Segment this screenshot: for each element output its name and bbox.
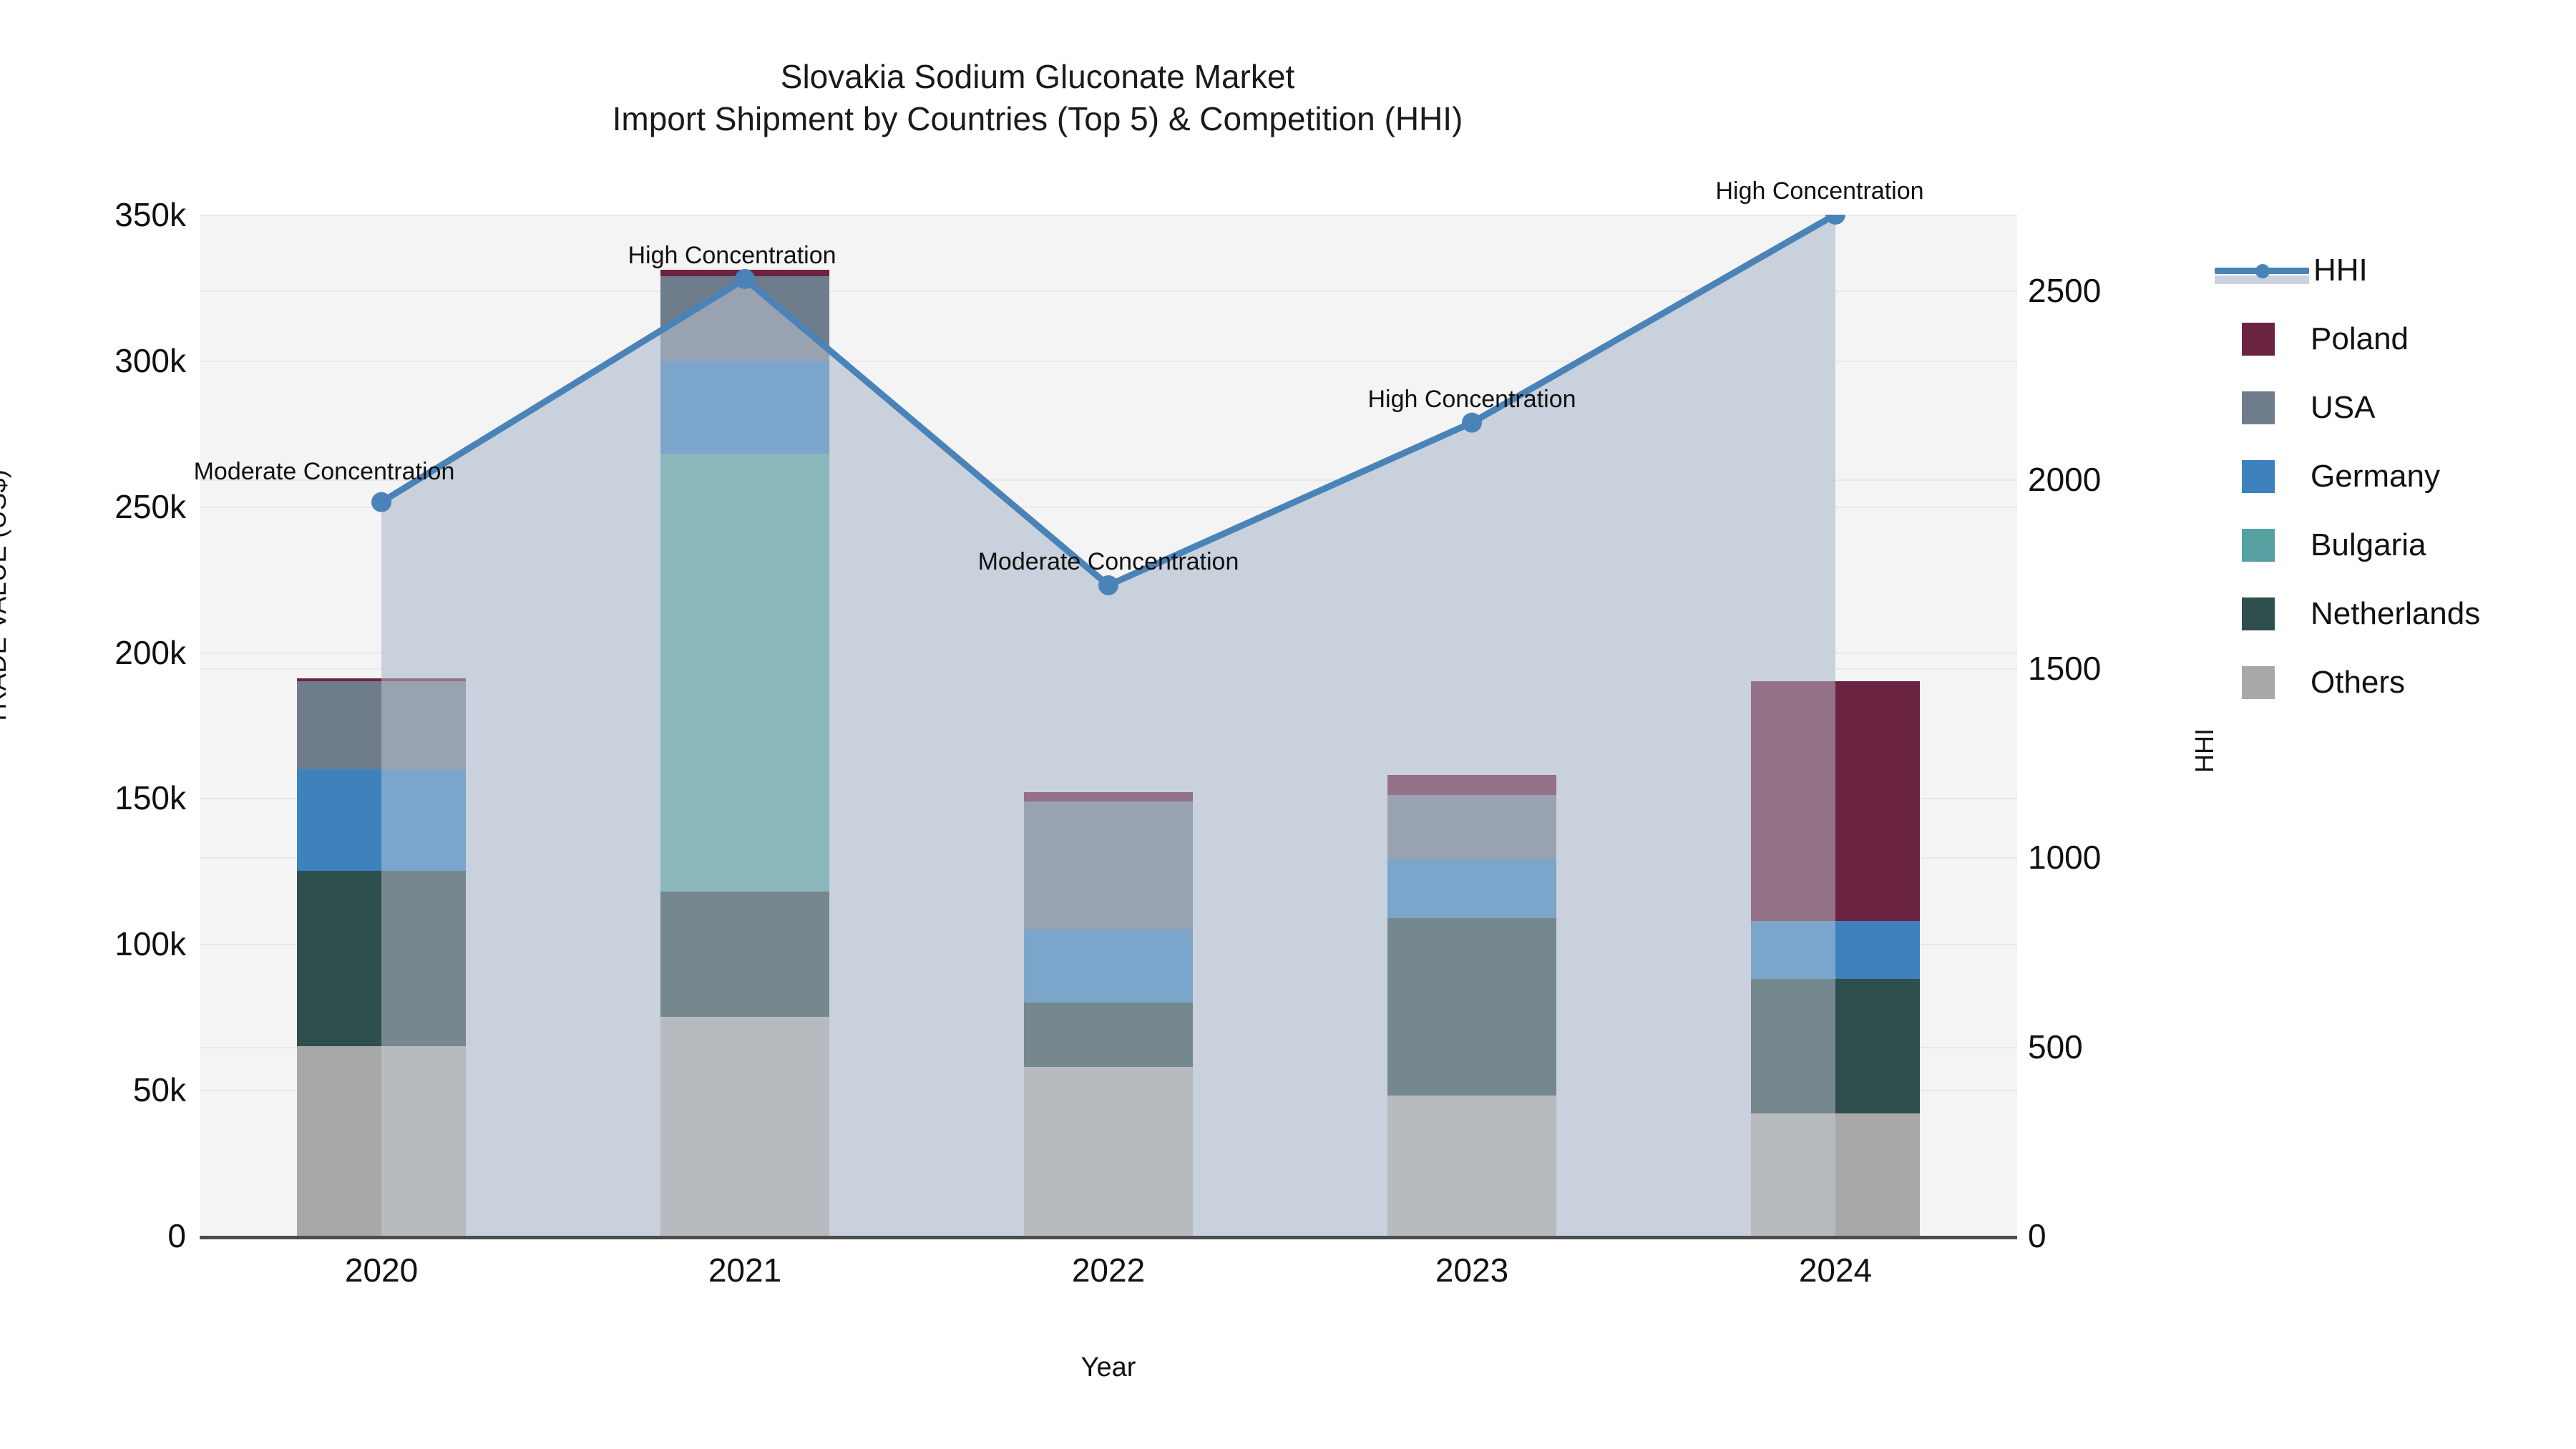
y-axis-right-ticks: 0 500 1000 1500 2000 2500 [2028,215,2243,1254]
bar-segment-germany[interactable] [297,769,466,872]
bar-segment-usa[interactable] [297,681,466,769]
hhi-annotation-2023: High Concentration [1367,385,1576,413]
y-axis-left-ticks: 0 50k 100k 150k 200k 250k 300k 350k [0,196,187,1254]
y-left-tick: 200k [114,633,186,671]
bar-segment-poland[interactable] [1751,681,1920,921]
y-axis-left-label: TRADE VALUE (US$) [0,469,11,726]
bar-segment-usa[interactable] [1024,801,1193,930]
x-tick-2020: 2020 [344,1252,419,1289]
x-tick-2021: 2021 [708,1252,782,1289]
y-left-tick: 0 [167,1217,186,1254]
x-axis-line [200,1236,2017,1239]
y-left-tick: 250k [114,487,186,525]
legend-item-poland[interactable]: Poland [2215,305,2558,374]
bar-segment-usa[interactable] [1387,795,1556,860]
bar-segment-poland[interactable] [660,270,829,276]
hhi-annotation-2020: Moderate Concentration [193,457,455,485]
legend-item-hhi[interactable]: HHI [2215,236,2558,305]
plot-area [200,215,2017,1236]
bar-segment-others[interactable] [660,1017,829,1236]
bar-group-2024[interactable] [1751,215,1920,1236]
legend-label: Germany [2311,459,2440,494]
legend-color-swatch [2242,391,2275,424]
legend-color-swatch [2242,529,2275,562]
bar-segment-poland[interactable] [297,678,466,682]
legend-color-swatch [2242,460,2275,493]
legend-label: Bulgaria [2311,527,2426,562]
x-tick-2024: 2024 [1798,1252,1873,1289]
bar-group-2020[interactable] [297,215,466,1236]
y-right-tick: 2500 [2028,271,2102,309]
legend-item-usa[interactable]: USA [2215,374,2558,442]
bar-group-2023[interactable] [1387,215,1556,1236]
bar-segment-netherlands[interactable] [1387,917,1556,1096]
bar-segment-germany[interactable] [1387,859,1556,918]
bar-segment-netherlands[interactable] [297,871,466,1046]
bar-segment-bulgaria[interactable] [660,454,829,892]
y-left-tick: 150k [114,779,186,817]
legend-label: USA [2311,390,2376,425]
y-right-tick: 500 [2028,1028,2083,1065]
bar-segment-others[interactable] [297,1046,466,1236]
bar-segment-poland[interactable] [1387,774,1556,796]
bar-segment-germany[interactable] [660,360,829,454]
bar-segment-others[interactable] [1024,1066,1193,1236]
legend-label: Others [2311,665,2406,700]
legend-color-swatch [2242,666,2275,699]
bar-segment-poland[interactable] [1024,792,1193,801]
legend-item-germany[interactable]: Germany [2215,442,2558,511]
y-left-tick: 50k [132,1071,186,1109]
y-right-tick: 0 [2028,1217,2046,1254]
bar-segment-usa[interactable] [660,275,829,361]
x-tick-2022: 2022 [1071,1252,1146,1289]
y-left-tick: 100k [114,925,186,963]
bar-segment-germany[interactable] [1024,929,1193,1002]
y-left-tick: 300k [114,341,186,379]
bar-segment-netherlands[interactable] [1751,979,1920,1113]
legend-color-swatch [2242,323,2275,356]
legend-item-bulgaria[interactable]: Bulgaria [2215,511,2558,580]
bar-segment-others[interactable] [1751,1113,1920,1236]
bar-segment-netherlands[interactable] [1024,1002,1193,1067]
legend-color-swatch [2242,597,2275,630]
legend-label: Netherlands [2311,596,2481,631]
hhi-annotation-2024: High Concentration [1715,177,1924,205]
chart-title: Slovakia Sodium Gluconate Market Import … [0,56,2075,140]
legend-label: Poland [2311,321,2409,356]
y-left-tick: 350k [114,196,186,233]
title-line-2: Import Shipment by Countries (Top 5) & C… [612,99,1463,137]
y-right-tick: 1500 [2028,650,2102,688]
bar-group-2021[interactable] [660,215,829,1236]
legend: HHI Poland USA Germany Bulgaria Netherlands Ot… [2215,236,2558,717]
legend-line-swatch [2215,254,2309,287]
legend-item-netherlands[interactable]: Netherlands [2215,580,2558,648]
y-right-tick: 1000 [2028,839,2102,877]
bar-group-2022[interactable] [1024,215,1193,1236]
x-axis-label: Year [1080,1352,1136,1382]
bar-segment-netherlands[interactable] [660,891,829,1018]
hhi-annotation-2021: High Concentration [628,241,836,269]
x-tick-2023: 2023 [1435,1252,1509,1289]
legend-item-others[interactable]: Others [2215,648,2558,717]
title-line-1: Slovakia Sodium Gluconate Market [780,58,1295,95]
y-right-tick: 2000 [2028,460,2102,498]
bar-segment-germany[interactable] [1751,920,1920,980]
hhi-annotation-2022: Moderate Concentration [977,547,1239,575]
bar-segment-others[interactable] [1387,1096,1556,1236]
y-axis-right-label: HHI [2190,728,2219,773]
legend-label: HHI [2313,253,2368,288]
